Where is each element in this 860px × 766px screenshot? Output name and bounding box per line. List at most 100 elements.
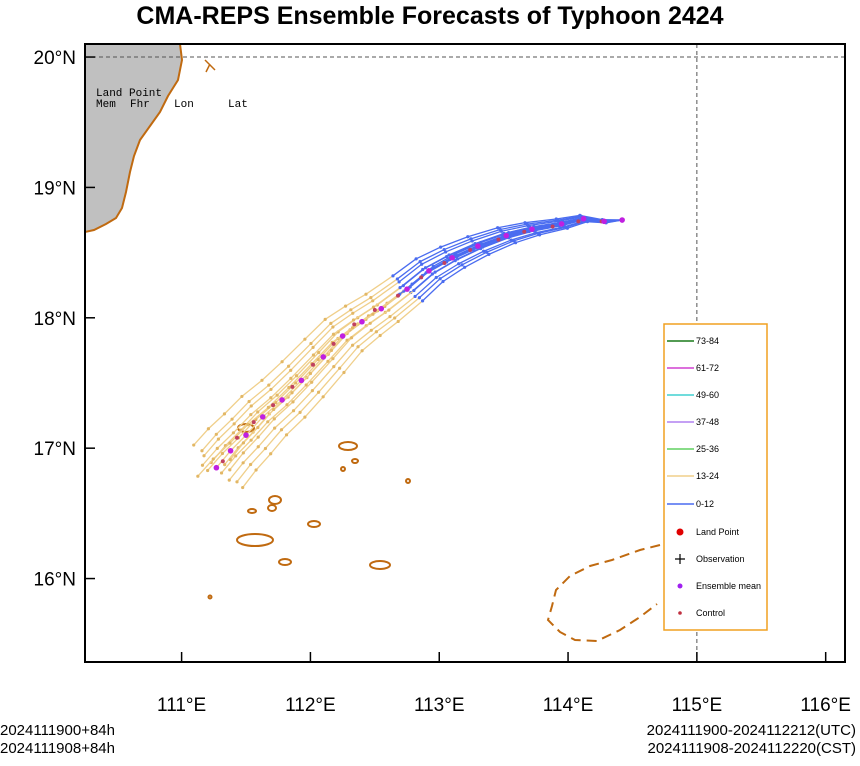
member-0-seg-13	[300, 356, 324, 381]
member-7-seg-11	[330, 309, 352, 324]
mean-point-4	[529, 226, 535, 232]
map-layer	[85, 44, 845, 662]
member-7-seg-10	[350, 297, 372, 311]
member-14-point-6	[480, 245, 485, 249]
member-10-point-14	[287, 385, 291, 390]
island-7	[351, 458, 359, 464]
legend-label: 13-24	[696, 471, 719, 481]
hainan-land	[85, 44, 184, 234]
member-11-point-8	[414, 257, 418, 261]
member-12-seg-15	[286, 416, 306, 436]
member-3-seg-13	[290, 346, 314, 371]
member-14-seg-8	[413, 271, 436, 291]
member-12-seg-10	[379, 320, 399, 336]
member-10-seg-8	[399, 274, 423, 295]
member-5-seg-18	[224, 447, 239, 466]
member-7-point-10	[369, 296, 373, 300]
member-11-seg-17	[207, 413, 225, 430]
member-10-seg-16	[229, 424, 249, 444]
member-14-point-10	[387, 308, 391, 312]
legend-label: Ensemble mean	[696, 581, 761, 591]
member-13-point-6	[471, 243, 475, 247]
member-12-point-19	[241, 485, 245, 490]
member-10-seg-9	[372, 293, 401, 315]
member-11-seg-3	[524, 218, 557, 224]
member-14-seg-0	[604, 219, 623, 223]
member-3-seg-2	[558, 216, 582, 222]
member-12-point-3	[565, 226, 570, 230]
member-6-point-19	[206, 468, 210, 473]
member-14-point-17	[256, 435, 260, 439]
control-point-15	[271, 403, 276, 408]
island-3	[267, 504, 277, 512]
y-tick-label-4: 20°N	[34, 48, 76, 69]
member-12-point-18	[254, 468, 258, 472]
member-10-seg-12	[311, 341, 333, 365]
member-3-point-17	[232, 422, 236, 426]
member-11-point-10	[364, 292, 368, 296]
member-9-point-13	[329, 348, 334, 352]
mean-point-16	[259, 414, 266, 420]
member-8-point-14	[316, 390, 321, 394]
reef-outline	[546, 544, 661, 643]
mean-point-13	[320, 354, 327, 360]
member-11-point-12	[323, 317, 327, 321]
member-8-point-18	[248, 462, 253, 467]
mean-point-8	[426, 268, 432, 274]
island-0	[236, 533, 274, 547]
member-12-seg-4	[515, 234, 540, 244]
member-7-seg-14	[268, 365, 290, 386]
island-2	[268, 495, 282, 505]
member-1-seg-15	[257, 394, 278, 413]
member-8-point-13	[338, 366, 342, 370]
member-4-point-10	[388, 315, 392, 319]
member-4-seg-7	[435, 263, 460, 279]
legend-label: 0-12	[696, 499, 714, 509]
member-1-point-16	[256, 410, 260, 414]
member-11-seg-10	[345, 293, 367, 307]
control-point-9	[396, 293, 401, 298]
member-7-point-11	[349, 308, 353, 312]
member-8-seg-16	[264, 429, 282, 449]
member-12-point-16	[284, 433, 289, 437]
member-13-point-18	[215, 446, 219, 450]
control-point-13	[311, 362, 315, 367]
member-11-seg-13	[281, 338, 306, 363]
member-13-point-19	[200, 463, 205, 467]
island-10	[207, 594, 213, 600]
footer-right: 2024111900-2024112212(UTC) 2024111908-20…	[647, 722, 856, 758]
member-7-point-16	[247, 399, 251, 404]
member-8-seg-9	[394, 297, 420, 319]
mean-point-2	[580, 215, 587, 222]
footer-left-line1: 2024111900+84h	[0, 722, 115, 739]
member-8-point-11	[374, 330, 378, 334]
legend-label: 73-84	[696, 336, 719, 346]
member-2-seg-13	[305, 360, 329, 386]
member-14-seg-13	[311, 358, 334, 383]
member-7-point-9	[395, 277, 399, 281]
member-13-seg-15	[250, 397, 272, 416]
member-8-point-12	[356, 345, 360, 349]
member-14-seg-16	[257, 418, 275, 438]
member-12-point-10	[396, 319, 400, 324]
mean-point-11	[359, 318, 365, 325]
member-3-seg-14	[270, 369, 292, 390]
member-10-seg-13	[288, 363, 313, 388]
member-4-point-8	[434, 275, 438, 280]
member-4-seg-16	[257, 427, 276, 448]
member-2-point-13	[326, 359, 330, 363]
member-4-seg-14	[293, 390, 313, 412]
member-14-seg-12	[332, 337, 353, 360]
member-14-seg-11	[351, 322, 371, 339]
mean-point-7	[449, 255, 455, 261]
mean-point-15	[279, 397, 285, 403]
member-11-point-17	[222, 412, 227, 416]
member-3-point-19	[202, 454, 206, 458]
x-tick-label-4: 115°E	[672, 695, 723, 716]
member-13-seg-14	[270, 377, 292, 399]
member-0-seg-14	[281, 379, 302, 401]
member-11-seg-7	[415, 246, 441, 260]
member-4-point-19	[227, 478, 231, 482]
mean-point-12	[339, 333, 346, 339]
member-14-point-5	[508, 234, 512, 239]
